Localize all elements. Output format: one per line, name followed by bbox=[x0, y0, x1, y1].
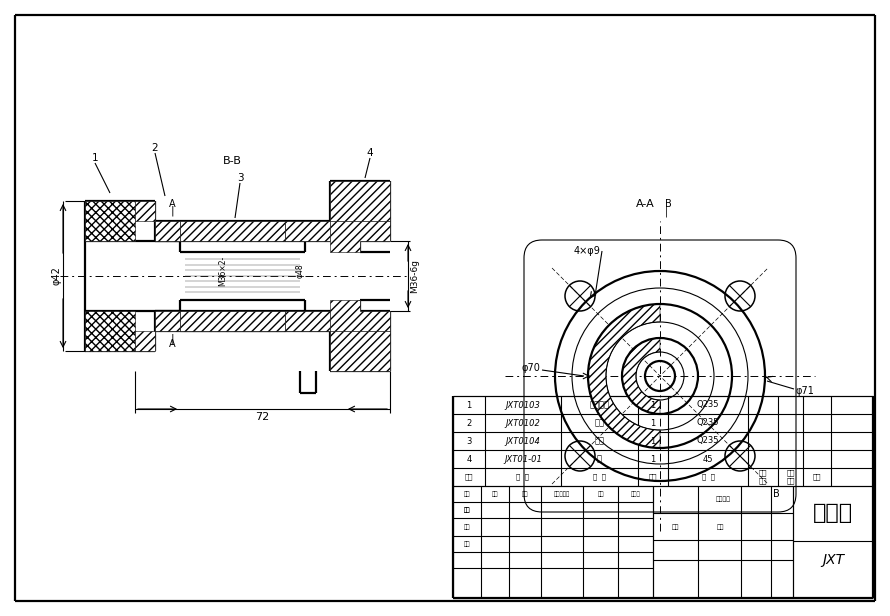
Text: JXT01-01: JXT01-01 bbox=[504, 455, 542, 463]
Text: 数量: 数量 bbox=[492, 491, 498, 496]
Text: JXT0103: JXT0103 bbox=[506, 400, 540, 410]
Text: φ71: φ71 bbox=[795, 386, 813, 396]
Text: 标记: 标记 bbox=[464, 491, 470, 496]
Text: JXT0104: JXT0104 bbox=[506, 437, 540, 445]
Text: 设计
重量: 设计 重量 bbox=[786, 470, 795, 484]
Text: 1: 1 bbox=[651, 400, 656, 410]
Text: |: | bbox=[170, 334, 174, 344]
Text: 年月日: 年月日 bbox=[631, 491, 641, 496]
Text: 制图: 制图 bbox=[464, 507, 470, 513]
Text: JXT: JXT bbox=[822, 553, 844, 567]
Polygon shape bbox=[180, 221, 285, 241]
Text: 4×φ9: 4×φ9 bbox=[573, 246, 600, 256]
Text: |: | bbox=[665, 206, 668, 217]
Text: 座: 座 bbox=[597, 455, 602, 463]
Polygon shape bbox=[85, 201, 135, 241]
Text: 制图: 制图 bbox=[464, 507, 470, 513]
Text: 单件
重量: 单件 重量 bbox=[759, 470, 767, 484]
Text: 4: 4 bbox=[367, 148, 373, 158]
Text: 1: 1 bbox=[651, 418, 656, 428]
Text: 签名: 签名 bbox=[597, 491, 603, 496]
Text: A-A: A-A bbox=[636, 199, 655, 209]
Text: 1: 1 bbox=[651, 455, 656, 463]
Text: B-B: B-B bbox=[223, 156, 242, 166]
Text: φ42: φ42 bbox=[52, 267, 62, 285]
Text: 序号: 序号 bbox=[465, 474, 473, 480]
Text: 2: 2 bbox=[466, 418, 472, 428]
Text: 手动压套: 手动压套 bbox=[589, 400, 610, 410]
Text: 重量: 重量 bbox=[671, 524, 679, 530]
Text: 2: 2 bbox=[151, 143, 158, 153]
Text: 72: 72 bbox=[255, 412, 270, 422]
Text: Q235: Q235 bbox=[697, 418, 719, 428]
Text: 阶段标记: 阶段标记 bbox=[716, 496, 731, 502]
Text: 夹套: 夹套 bbox=[595, 418, 604, 428]
Polygon shape bbox=[330, 181, 390, 221]
Wedge shape bbox=[588, 304, 660, 448]
Text: JXT0102: JXT0102 bbox=[506, 418, 540, 428]
Text: 数量: 数量 bbox=[649, 474, 657, 480]
Text: 1: 1 bbox=[651, 437, 656, 445]
Text: Q235: Q235 bbox=[697, 400, 719, 410]
Text: 3: 3 bbox=[237, 173, 243, 183]
Text: 审核: 审核 bbox=[464, 524, 470, 530]
Text: 材  料: 材 料 bbox=[701, 474, 715, 480]
Text: 4: 4 bbox=[466, 455, 472, 463]
Polygon shape bbox=[155, 311, 180, 331]
Text: 备注: 备注 bbox=[813, 474, 821, 480]
Text: 工艺: 工艺 bbox=[464, 541, 470, 547]
Polygon shape bbox=[330, 300, 390, 331]
Text: M36×2-: M36×2- bbox=[218, 256, 227, 286]
Text: 衬套: 衬套 bbox=[595, 437, 604, 445]
Polygon shape bbox=[285, 221, 330, 241]
Text: 分区: 分区 bbox=[522, 491, 529, 496]
Text: 3: 3 bbox=[466, 437, 472, 445]
Text: 45: 45 bbox=[703, 455, 713, 463]
Polygon shape bbox=[135, 331, 155, 351]
Polygon shape bbox=[135, 201, 155, 221]
Text: Q235: Q235 bbox=[697, 437, 719, 445]
Text: A: A bbox=[169, 339, 175, 349]
Text: φ48: φ48 bbox=[295, 264, 304, 278]
Polygon shape bbox=[330, 221, 390, 252]
Text: 1: 1 bbox=[92, 153, 98, 163]
Text: 夹线体: 夹线体 bbox=[813, 503, 853, 523]
Polygon shape bbox=[330, 331, 390, 371]
Text: |: | bbox=[170, 206, 174, 216]
Text: 名  称: 名 称 bbox=[593, 474, 606, 480]
Text: B: B bbox=[665, 199, 672, 209]
Wedge shape bbox=[622, 338, 660, 414]
Text: φ70: φ70 bbox=[522, 363, 540, 373]
Text: 1: 1 bbox=[466, 400, 472, 410]
Polygon shape bbox=[85, 311, 135, 351]
Polygon shape bbox=[285, 311, 330, 331]
Polygon shape bbox=[155, 221, 180, 241]
Text: 代  号: 代 号 bbox=[516, 474, 530, 480]
Text: 比例: 比例 bbox=[716, 524, 724, 530]
Text: B: B bbox=[773, 489, 780, 499]
Text: 更改文件号: 更改文件号 bbox=[554, 491, 570, 496]
Polygon shape bbox=[180, 311, 285, 331]
Text: M36-6g: M36-6g bbox=[410, 259, 419, 293]
Text: A: A bbox=[169, 199, 175, 209]
